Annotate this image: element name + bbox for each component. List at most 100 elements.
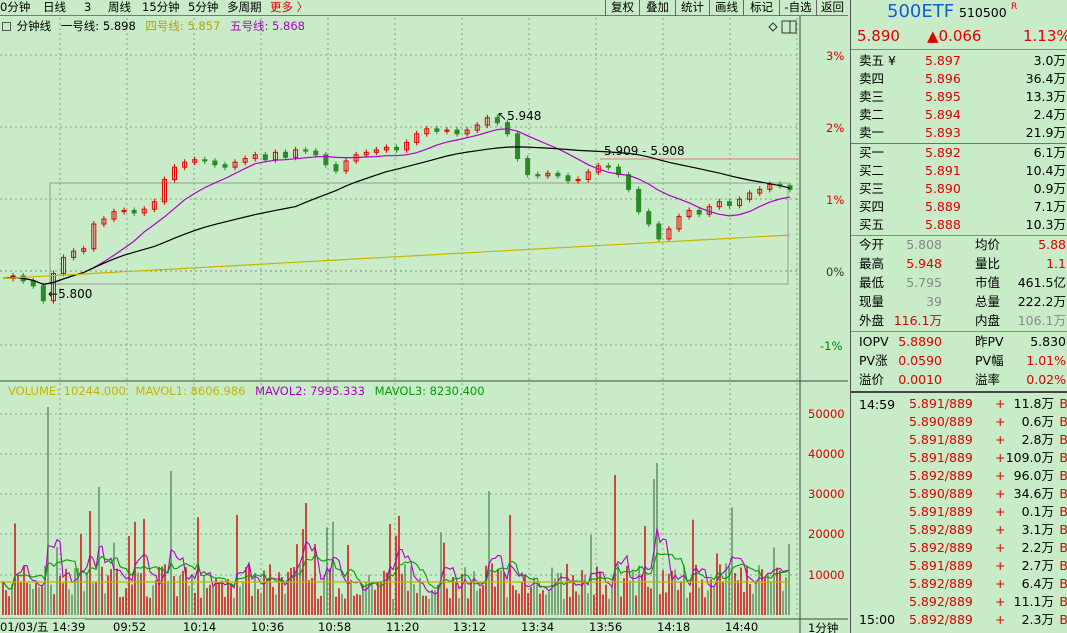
tab-multi-period[interactable]: 多周期 (227, 0, 262, 14)
stat-key: 外盘 (859, 313, 885, 328)
grid (0, 18, 800, 618)
quote-panel: 500ETF 510500 R 5.890 ▲0.066 1.13% 卖五 ¥ 5… (850, 0, 1067, 633)
tab-more[interactable]: 更多 〉 (270, 0, 309, 14)
candle (81, 248, 87, 252)
tick-price: 5.891/889 (909, 504, 973, 519)
tick-price: 5.892/889 (909, 522, 973, 537)
candle (525, 158, 531, 176)
stat-value: 1.1 (1046, 256, 1066, 271)
candle (595, 165, 601, 173)
legend-checkbox-icon[interactable] (2, 22, 11, 31)
period-label[interactable]: 1分钟 (808, 621, 839, 633)
tick-side: + (995, 468, 1006, 483)
candle (252, 154, 258, 160)
candle (202, 159, 208, 162)
price-change-pct: 1.13% (1023, 27, 1067, 45)
adjust-button[interactable]: 复权 (605, 0, 639, 16)
candle (494, 117, 500, 124)
candle (71, 250, 77, 258)
tab-3[interactable]: 3 (84, 0, 92, 14)
tick-price: 5.891/889 (909, 396, 973, 411)
book-row[interactable]: 卖二 5.894 2.4万 (851, 106, 1067, 124)
back-button[interactable]: 返回 (816, 0, 848, 16)
book-volume: 7.1万 (1033, 199, 1066, 214)
candle (363, 151, 369, 156)
watchlist-button[interactable]: -自选 (779, 0, 816, 16)
tick-side: + (995, 612, 1006, 627)
stat-key: PV涨 (859, 353, 888, 368)
overlay-button[interactable]: 叠加 (639, 0, 675, 16)
price-volume-chart (0, 16, 848, 633)
candle (747, 192, 753, 200)
stat-key: 昨PV (975, 334, 1004, 349)
stats-button[interactable]: 统计 (675, 0, 709, 16)
tick-flag-icon: B (1059, 558, 1067, 573)
stat-value: 0.0010 (898, 372, 942, 387)
book-label: 买二 (859, 163, 885, 178)
vol-label: 20000 (808, 527, 845, 541)
legend-mavol2: MAVOL2: 7995.333 (255, 384, 365, 398)
book-row[interactable]: 卖一 5.893 21.9万 (851, 124, 1067, 142)
book-price: 5.894 (925, 107, 961, 122)
book-volume: 10.4万 (1025, 163, 1066, 178)
mark-button[interactable]: 标记 (743, 0, 779, 16)
candle (737, 198, 743, 206)
book-row[interactable]: 买五 5.888 10.3万 (851, 216, 1067, 234)
candle (293, 149, 299, 158)
candle (151, 201, 157, 210)
tab-weekly[interactable]: 周线 (108, 0, 131, 14)
candle (262, 154, 268, 161)
panel-toggle-icon[interactable] (781, 20, 797, 34)
chart-area[interactable]: 分钟线 一号线: 5.898 四号线: 5.857 五号线: 5.868 VOL… (0, 16, 848, 633)
book-row[interactable]: 买二 5.891 10.4万 (851, 162, 1067, 180)
book-price: 5.890 (925, 181, 961, 196)
divider (851, 235, 1067, 236)
book-row[interactable]: 卖三 5.895 13.3万 (851, 88, 1067, 106)
tab-minute[interactable]: 0分钟 (0, 0, 31, 14)
legend-line5: 五号线: 5.868 (230, 19, 305, 33)
book-price: 5.895 (925, 89, 961, 104)
tick-flag-icon: B (1059, 594, 1067, 609)
tick-row: 5.891/889 +109.0万 B (851, 449, 1067, 467)
tick-flag-icon: B (1059, 522, 1067, 537)
book-price: 5.888 (925, 217, 961, 232)
price-legend: 分钟线 一号线: 5.898 四号线: 5.857 五号线: 5.868 (2, 19, 305, 33)
tab-15min[interactable]: 15分钟 (142, 0, 180, 14)
candle (242, 158, 248, 163)
tick-price: 5.892/889 (909, 612, 973, 627)
candle (656, 223, 662, 240)
candle (535, 174, 541, 177)
stat-value: 0.02% (1026, 372, 1066, 387)
candle (131, 209, 137, 214)
tick-flag-icon: B (1059, 576, 1067, 591)
book-label: 卖一 (859, 125, 885, 140)
candle (192, 159, 198, 163)
candle (101, 218, 107, 225)
candle (565, 175, 571, 182)
time-label: 10:36 (251, 620, 285, 633)
book-row[interactable]: 买一 5.892 6.1万 (851, 144, 1067, 162)
legend-mavol3: MAVOL3: 8230.400 (374, 384, 485, 398)
ma-line4 (2, 234, 791, 279)
tab-daily[interactable]: 日线 (43, 0, 66, 14)
mavol3-line (2, 552, 790, 590)
book-row[interactable]: 卖五 ¥ 5.897 3.0万 (851, 52, 1067, 70)
book-divider (851, 143, 1067, 144)
diamond-icon[interactable] (768, 22, 778, 32)
candle (161, 179, 167, 203)
candle (222, 164, 228, 168)
candle (464, 129, 470, 135)
candle (726, 201, 732, 206)
draw-line-button[interactable]: 画线 (709, 0, 743, 16)
stat-row: PV涨 0.0590 PV幅 1.01% (851, 352, 1067, 370)
book-row[interactable]: 买三 5.890 0.9万 (851, 180, 1067, 198)
tick-row: 5.890/889 +0.6万 B (851, 413, 1067, 431)
book-row[interactable]: 买四 5.889 7.1万 (851, 198, 1067, 216)
stat-value: 5.88 (1038, 237, 1066, 252)
tab-5min[interactable]: 5分钟 (188, 0, 219, 14)
candle (30, 280, 36, 287)
candle (545, 172, 551, 177)
price-layer (2, 114, 793, 304)
book-row[interactable]: 卖四 5.896 36.4万 (851, 70, 1067, 88)
candle (636, 188, 642, 213)
